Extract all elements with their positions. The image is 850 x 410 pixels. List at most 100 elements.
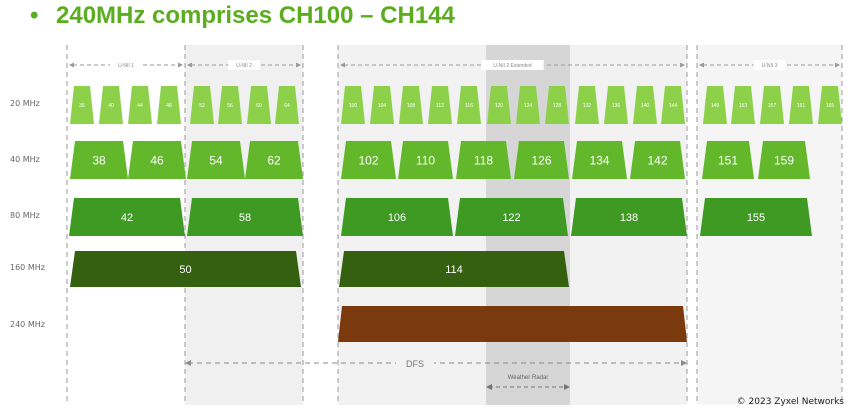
channel-shape: [70, 251, 301, 287]
channel-label: 60: [256, 103, 262, 109]
channel-shape: [70, 86, 94, 124]
channel-80mhz: 58: [187, 198, 303, 236]
channel-20mhz: 128: [545, 86, 569, 124]
channel-shape: [604, 86, 628, 124]
arrow-right-icon: [178, 62, 183, 68]
channel-shape: [245, 141, 303, 179]
channel-label: 100: [349, 103, 358, 109]
band-label-bg: [110, 60, 142, 70]
arrow-left-icon: [340, 62, 345, 68]
channel-20mhz: 153: [731, 86, 755, 124]
channel-40mhz: 110: [398, 141, 453, 179]
channel-label: 58: [239, 212, 251, 224]
copyright-notice: © 2023 Zyxel Networks: [736, 397, 844, 407]
channel-label: 36: [79, 103, 85, 109]
channel-shape: [630, 141, 685, 179]
channel-20mhz: 48: [157, 86, 181, 124]
channel-20mhz: 52: [190, 86, 214, 124]
row-label: 40 MHz: [10, 155, 40, 164]
channel-label: 56: [227, 103, 233, 109]
channel-label: 102: [358, 153, 378, 167]
row-label: 240 MHz: [10, 320, 45, 329]
channel-40mhz: 151: [702, 141, 754, 179]
channel-label: 118: [474, 153, 493, 167]
channel-label: 106: [388, 212, 406, 224]
channel-80mhz: 155: [700, 198, 812, 236]
channel-label: 40: [108, 103, 114, 109]
channel-shape: [398, 141, 453, 179]
channel-label: 50: [179, 264, 191, 276]
channel-shape: [575, 86, 599, 124]
arrow-right-icon: [296, 62, 301, 68]
channel-40mhz: 102: [341, 141, 396, 179]
channel-label: 124: [524, 103, 533, 109]
channel-20mhz: 144: [661, 86, 685, 124]
channel-shape: [731, 86, 755, 124]
channel-20mhz: 116: [457, 86, 481, 124]
channel-40mhz: 134: [572, 141, 627, 179]
channel-shape: [455, 198, 568, 236]
channel-label: 104: [378, 103, 387, 109]
channel-label: 161: [797, 103, 806, 109]
channel-20mhz: 108: [399, 86, 423, 124]
row-label: 160 MHz: [10, 263, 45, 272]
band-arrow: U-NII 1: [69, 60, 183, 70]
channel-shape: [341, 86, 365, 124]
channel-80mhz: 106: [341, 198, 453, 236]
row-label: 80 MHz: [10, 211, 40, 220]
channel-40mhz: 118: [456, 141, 511, 179]
weather-radar-arrow: Weather Radar: [486, 375, 570, 390]
channel-shape: [456, 141, 511, 179]
channel-shape: [700, 198, 812, 236]
channel-shape: [457, 86, 481, 124]
channel-shape: [633, 86, 657, 124]
channel-label: 132: [583, 103, 592, 109]
band-label-bg: [753, 60, 786, 70]
dfs-label: DFS: [406, 359, 424, 369]
channel-label: 142: [647, 153, 667, 167]
band-label: U-NII 1: [118, 63, 134, 69]
channel-shape: [789, 86, 813, 124]
channel-label: 155: [747, 212, 765, 224]
band-label: U-NII 3: [762, 63, 778, 69]
band-label-bg: [481, 60, 544, 70]
channel-label: 108: [407, 103, 416, 109]
channel-shape: [128, 141, 186, 179]
channel-80mhz: 122: [455, 198, 568, 236]
slide-title: • 240MHz comprises CH100 – CH144: [30, 2, 455, 30]
channel-label: 62: [267, 153, 281, 167]
channel-label: 48: [166, 103, 172, 109]
channel-label: 126: [531, 153, 551, 167]
channel-shape: [514, 141, 569, 179]
channel-shape: [661, 86, 685, 124]
channel-80mhz: 138: [571, 198, 687, 236]
channel-label: 44: [137, 103, 143, 109]
row-label: 20 MHz: [10, 99, 40, 108]
channel-label: 120: [495, 103, 504, 109]
channel-rows: 36 40 44 48 52 56 60 64 100 104 108 112 116 120 124 128…: [69, 86, 842, 342]
channel-label: 64: [284, 103, 290, 109]
channel-shape: [275, 86, 299, 124]
arrow-left-icon: [69, 62, 74, 68]
channel-label: 52: [199, 103, 205, 109]
channel-20mhz: 132: [575, 86, 599, 124]
channel-20mhz: 149: [703, 86, 727, 124]
band-arrow: U-NII 2: [187, 60, 301, 70]
channel-label: 42: [121, 212, 133, 224]
channel-label: 151: [718, 153, 738, 167]
channel-40mhz: 159: [758, 141, 810, 179]
channel-20mhz: 120: [487, 86, 511, 124]
channel-40mhz: 38: [70, 141, 128, 179]
channel-shape: [428, 86, 452, 124]
dfs-arrow: DFS: [185, 356, 687, 370]
channel-label: 128: [553, 103, 562, 109]
channel-shape: [572, 141, 627, 179]
channel-label: 116: [465, 103, 473, 109]
channel-40mhz: 62: [245, 141, 303, 179]
channel-shape: [187, 141, 245, 179]
channel-shape: [190, 86, 214, 124]
channel-40mhz: 46: [128, 141, 186, 179]
arrow-right-icon: [835, 62, 840, 68]
channel-shape: [187, 198, 303, 236]
channel-20mhz: 40: [99, 86, 123, 124]
